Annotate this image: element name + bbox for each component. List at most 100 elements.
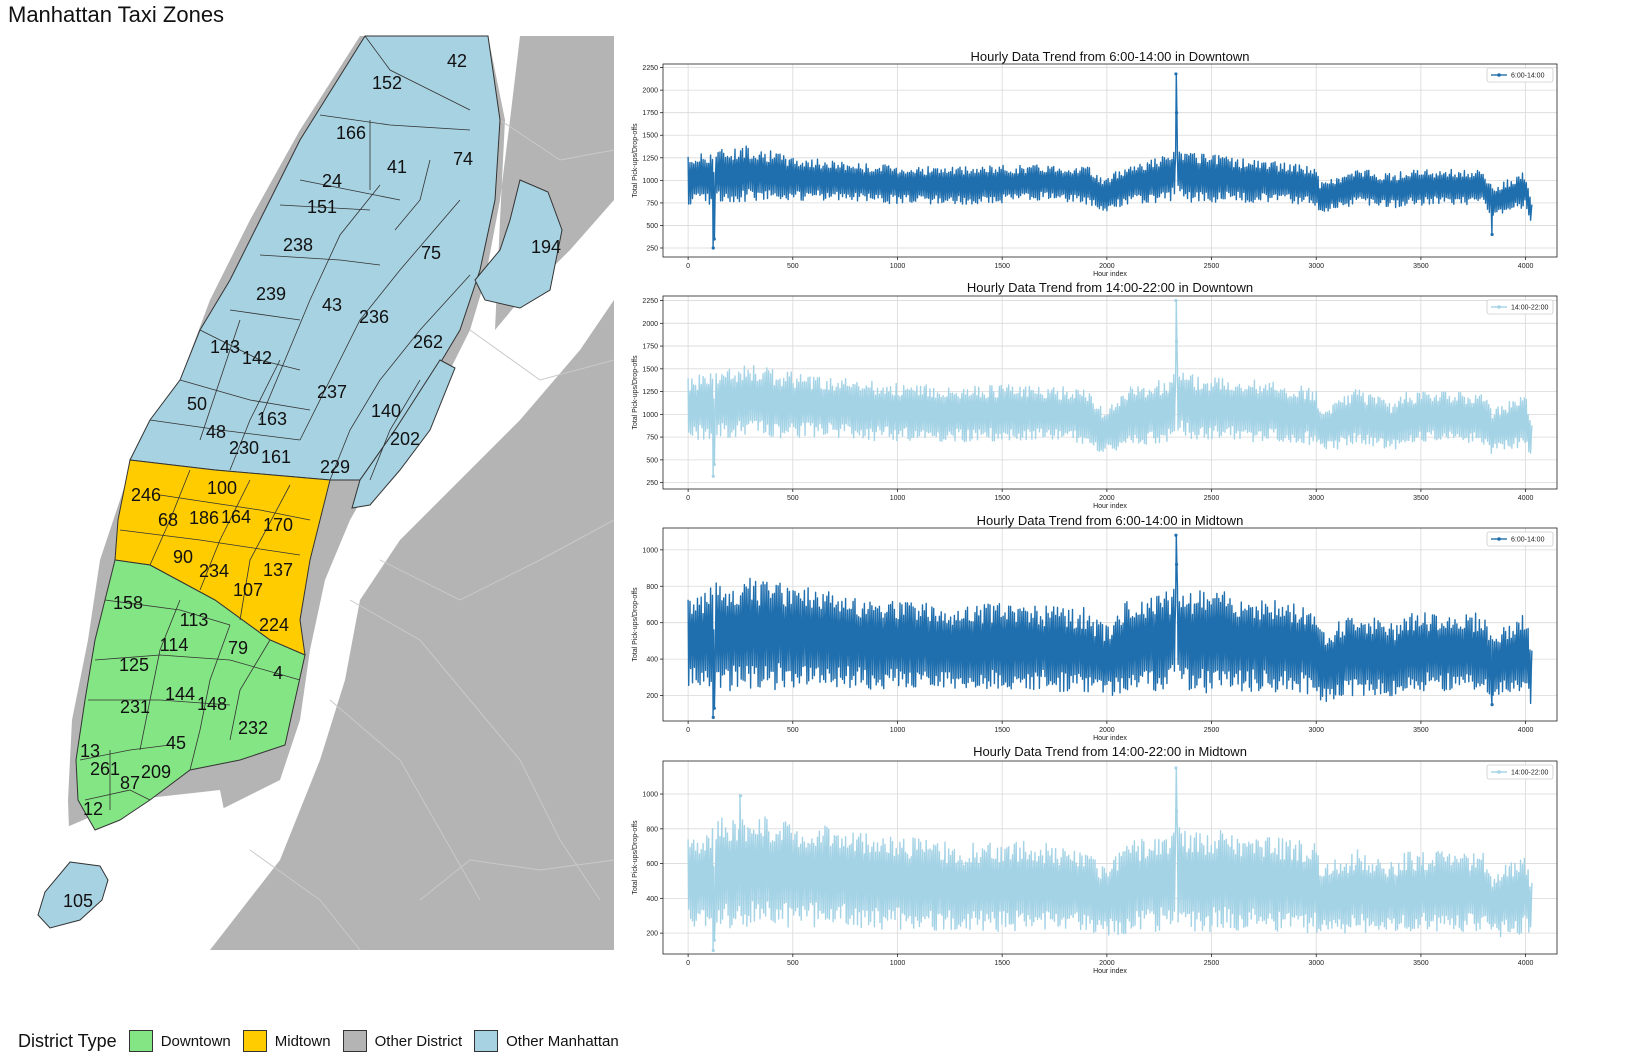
spike-point bbox=[1490, 703, 1494, 707]
legend-marker bbox=[1497, 305, 1501, 309]
x-tick-label: 2000 bbox=[1099, 727, 1115, 734]
legend-item-other-manhattan: Other Manhattan bbox=[474, 1030, 619, 1052]
series-line bbox=[687, 299, 1533, 477]
spike-point bbox=[1174, 766, 1178, 770]
zone-label-152: 152 bbox=[372, 73, 402, 93]
zones-other-manhattan bbox=[37, 35, 563, 929]
y-tick-label: 250 bbox=[646, 480, 658, 487]
zone-label-75: 75 bbox=[421, 243, 441, 263]
zone-polygon-105 bbox=[37, 861, 109, 929]
y-axis-label: Total Pick-ups/Drop-offs bbox=[632, 123, 639, 198]
x-tick-label: 1500 bbox=[994, 495, 1010, 502]
zone-label-43: 43 bbox=[322, 295, 342, 315]
spike-point bbox=[712, 237, 716, 241]
zone-label-239: 239 bbox=[256, 284, 286, 304]
zone-label-231: 231 bbox=[120, 697, 150, 717]
zone-label-224: 224 bbox=[259, 615, 289, 635]
x-tick-label: 2000 bbox=[1099, 960, 1115, 967]
district-boundaries bbox=[249, 119, 615, 951]
chart-3: Hourly Data Trend from 6:00-14:00 in Mid… bbox=[632, 513, 1558, 742]
zone-label-194: 194 bbox=[531, 237, 561, 257]
chart-legend: 6:00-14:00 bbox=[1486, 531, 1554, 547]
zone-label-125: 125 bbox=[119, 655, 149, 675]
zone-label-48: 48 bbox=[206, 422, 226, 442]
y-tick-label: 500 bbox=[646, 223, 658, 230]
zone-label-142: 142 bbox=[242, 348, 272, 368]
x-tick-label: 1000 bbox=[890, 960, 906, 967]
y-tick-label: 1750 bbox=[642, 110, 658, 117]
zone-label-246: 246 bbox=[131, 485, 161, 505]
y-tick-label: 1000 bbox=[642, 412, 658, 419]
x-tick-label: 500 bbox=[787, 495, 799, 502]
zone-label-232: 232 bbox=[238, 718, 268, 738]
y-tick-label: 800 bbox=[646, 584, 658, 591]
zone-label-164: 164 bbox=[221, 507, 251, 527]
zone-label-151: 151 bbox=[307, 197, 337, 217]
x-tick-label: 3000 bbox=[1308, 263, 1324, 270]
y-tick-label: 750 bbox=[646, 435, 658, 442]
legend-label: 14:00-22:00 bbox=[1511, 305, 1548, 312]
zone-label-68: 68 bbox=[158, 510, 178, 530]
legend-label: 14:00-22:00 bbox=[1511, 770, 1548, 777]
spike-point bbox=[1174, 298, 1178, 303]
plot-frame bbox=[662, 527, 1558, 722]
zone-polygon-194 bbox=[474, 179, 563, 309]
x-tick-label: 3500 bbox=[1413, 263, 1429, 270]
x-tick-label: 4000 bbox=[1518, 727, 1534, 734]
y-tick-label: 600 bbox=[646, 620, 658, 627]
legend-item-midtown: Midtown bbox=[242, 1030, 331, 1052]
chart-title: Hourly Data Trend from 6:00-14:00 in Dow… bbox=[971, 49, 1250, 64]
x-tick-label: 4000 bbox=[1518, 495, 1534, 502]
legend-marker bbox=[1497, 770, 1501, 774]
x-tick-label: 2500 bbox=[1204, 263, 1220, 270]
spike-point bbox=[712, 462, 716, 467]
x-tick-label: 1000 bbox=[890, 263, 906, 270]
spike-point bbox=[711, 948, 715, 953]
zone-label-148: 148 bbox=[197, 694, 227, 714]
spike-point bbox=[712, 706, 716, 710]
y-tick-label: 200 bbox=[646, 693, 658, 700]
legend-swatch-other-manhattan bbox=[474, 1030, 499, 1052]
legend-marker bbox=[1497, 73, 1501, 77]
x-tick-label: 4000 bbox=[1518, 960, 1534, 967]
spike-point bbox=[711, 246, 715, 250]
y-tick-label: 1000 bbox=[642, 792, 658, 799]
legend-label-other-district: Other District bbox=[374, 1032, 463, 1050]
y-tick-label: 500 bbox=[646, 457, 658, 464]
zone-label-237: 237 bbox=[317, 382, 347, 402]
zone-label-170: 170 bbox=[263, 515, 293, 535]
zone-label-87: 87 bbox=[120, 773, 140, 793]
zone-label-166: 166 bbox=[336, 123, 366, 143]
zone-label-236: 236 bbox=[359, 307, 389, 327]
legend-swatch-other-district bbox=[342, 1030, 367, 1052]
zone-label-50: 50 bbox=[187, 394, 207, 414]
zone-label-105: 105 bbox=[63, 891, 93, 911]
y-tick-label: 250 bbox=[646, 245, 658, 252]
zone-label-24: 24 bbox=[322, 171, 342, 191]
x-tick-label: 1500 bbox=[994, 263, 1010, 270]
zone-label-42: 42 bbox=[447, 51, 467, 71]
y-tick-label: 1250 bbox=[642, 155, 658, 162]
zone-label-186: 186 bbox=[189, 508, 219, 528]
x-tick-label: 2500 bbox=[1204, 727, 1220, 734]
y-tick-label: 1500 bbox=[642, 366, 658, 373]
zone-label-143: 143 bbox=[210, 337, 240, 357]
x-tick-label: 1500 bbox=[994, 727, 1010, 734]
x-tick-label: 3500 bbox=[1413, 495, 1429, 502]
x-tick-label: 1500 bbox=[994, 960, 1010, 967]
zone-label-113: 113 bbox=[180, 610, 209, 630]
zone-label-144: 144 bbox=[165, 684, 195, 704]
zone-label-74: 74 bbox=[453, 149, 473, 169]
legend-item-downtown: Downtown bbox=[128, 1030, 231, 1052]
y-tick-label: 1500 bbox=[642, 133, 658, 140]
y-tick-label: 1250 bbox=[642, 389, 658, 396]
zone-label-202: 202 bbox=[390, 429, 420, 449]
x-tick-label: 3500 bbox=[1413, 727, 1429, 734]
zone-label-261: 261 bbox=[90, 759, 120, 779]
zone-label-209: 209 bbox=[141, 762, 171, 782]
y-tick-label: 600 bbox=[646, 861, 658, 868]
spike-point bbox=[1174, 339, 1179, 344]
